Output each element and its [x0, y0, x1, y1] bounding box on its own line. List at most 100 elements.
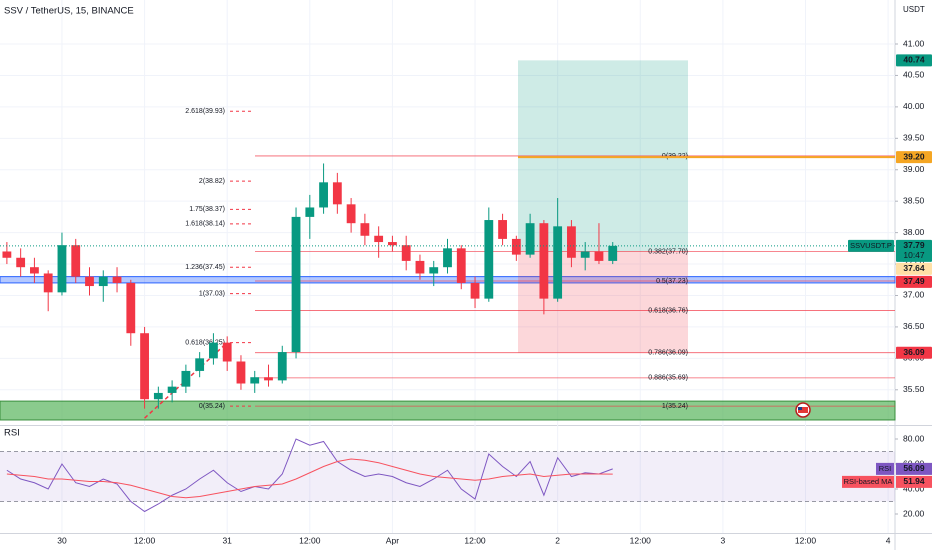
candle-body	[222, 342, 232, 362]
x-tick-label: 30	[57, 535, 67, 545]
candle-body	[498, 220, 507, 239]
flag-icon	[795, 402, 811, 418]
rsi-line	[6, 438, 613, 513]
x-tick-label: 2	[555, 535, 560, 545]
symbol-label: SSVUSDT.P	[850, 241, 892, 250]
candle-body	[85, 276, 94, 287]
candle-body	[608, 245, 618, 261]
candle-body	[30, 267, 39, 274]
fib-label: 0.618(36.76)	[648, 307, 688, 314]
price-tag-label: 37.64	[903, 263, 925, 273]
candle-body	[470, 282, 480, 299]
candle-body	[209, 342, 218, 359]
fib-label: 0.886(35.69)	[648, 375, 688, 382]
candle-body	[195, 358, 205, 371]
y-tick-label: 40.00	[903, 483, 925, 493]
chart-title: SSV / TetherUS, 15, BINANCE	[4, 6, 134, 17]
price-tag	[896, 54, 932, 67]
flag-stripes	[798, 407, 808, 413]
candle-body	[16, 257, 26, 268]
rsi-title: RSI	[4, 428, 20, 439]
candle-body	[71, 245, 81, 277]
y-tick-label: 20.00	[903, 508, 925, 518]
candle-body	[305, 207, 315, 217]
x-tick-label: 12:00	[134, 535, 156, 545]
fib-label: 2.618(39.93)	[185, 108, 225, 115]
candle-body	[429, 267, 439, 274]
x-tick-label: 12:00	[464, 535, 486, 545]
y-tick-label: 40.50	[903, 70, 925, 80]
x-tick-label: 4	[886, 535, 891, 545]
candle-body	[332, 182, 342, 205]
y-tick-label: 38.00	[903, 227, 925, 237]
y-tick-label: 40.00	[903, 101, 925, 111]
candle-body	[415, 260, 425, 274]
price-tag-label: 36.09	[903, 347, 925, 357]
price-tag-label: 37.79	[903, 240, 925, 250]
x-tick-label: 31	[222, 535, 232, 545]
price-tag-label: 37.49	[903, 276, 925, 286]
fib-label: 0.786(36.09)	[648, 350, 688, 357]
candle-body	[57, 245, 67, 293]
fib-label: 1.236(37.45)	[185, 264, 225, 271]
candle-body	[346, 204, 356, 224]
x-tick-label: 12:00	[795, 535, 817, 545]
rsi-line	[6, 458, 613, 499]
candle-body	[291, 216, 301, 353]
candle-body	[98, 276, 108, 287]
y-tick-label: 80.00	[903, 433, 925, 443]
y-tick-label: 39.50	[903, 133, 925, 143]
series-name-tag	[842, 475, 894, 488]
candle-body	[140, 333, 149, 400]
y-tick-label: 35.50	[903, 384, 925, 394]
candle-body	[374, 235, 384, 243]
price-tag	[896, 239, 932, 262]
y-tick-label: 41.00	[903, 38, 925, 48]
candle-body	[567, 226, 576, 258]
symbol-tag	[848, 239, 894, 252]
price-tag-label: 39.20	[903, 151, 925, 161]
y-tick-label: 38.50	[903, 195, 925, 205]
y-tick-label: 39.00	[903, 164, 925, 174]
fib-label: 1.75(38.37)	[189, 206, 225, 213]
candle-body	[580, 251, 590, 258]
rsi-band	[0, 451, 895, 502]
candle-body	[360, 223, 370, 236]
price-tag	[896, 346, 932, 359]
candle-body	[126, 282, 136, 334]
fib-label: 1.618(38.14)	[185, 221, 225, 228]
price-tag	[896, 262, 932, 275]
fib-label: 0.5(37.23)	[656, 278, 688, 285]
x-tick-label: 12:00	[299, 535, 321, 545]
price-tag-label: 40.74	[903, 55, 925, 65]
candle-body	[443, 248, 452, 268]
candle-body	[2, 251, 12, 258]
candle-body	[456, 248, 466, 283]
value-label: 51.94	[903, 476, 925, 486]
axis-unit: USDT	[903, 5, 925, 14]
countdown: 10:47	[903, 250, 925, 260]
fib-label: 1(35.24)	[662, 403, 688, 410]
value-tag	[896, 475, 932, 488]
candle-body	[112, 276, 122, 283]
fib-label: 2(38.82)	[199, 178, 225, 185]
candle-body	[277, 352, 287, 381]
y-tick-label: 37.00	[903, 290, 925, 300]
candle-body	[525, 223, 535, 255]
x-tick-label: 3	[721, 535, 726, 545]
flag-canton	[798, 407, 802, 410]
pivot-zone	[0, 276, 896, 284]
candle-body	[594, 251, 604, 261]
x-tick-label: 12:00	[630, 535, 652, 545]
price-tag	[896, 151, 932, 164]
legend-label: RSI-based MA	[844, 477, 893, 486]
value-label: 56.09	[903, 463, 925, 473]
fib-label: 1(37.03)	[199, 290, 225, 297]
candle-body	[153, 392, 163, 400]
candle-body	[511, 238, 521, 255]
support-zone	[0, 400, 896, 421]
candle-body	[43, 273, 53, 293]
